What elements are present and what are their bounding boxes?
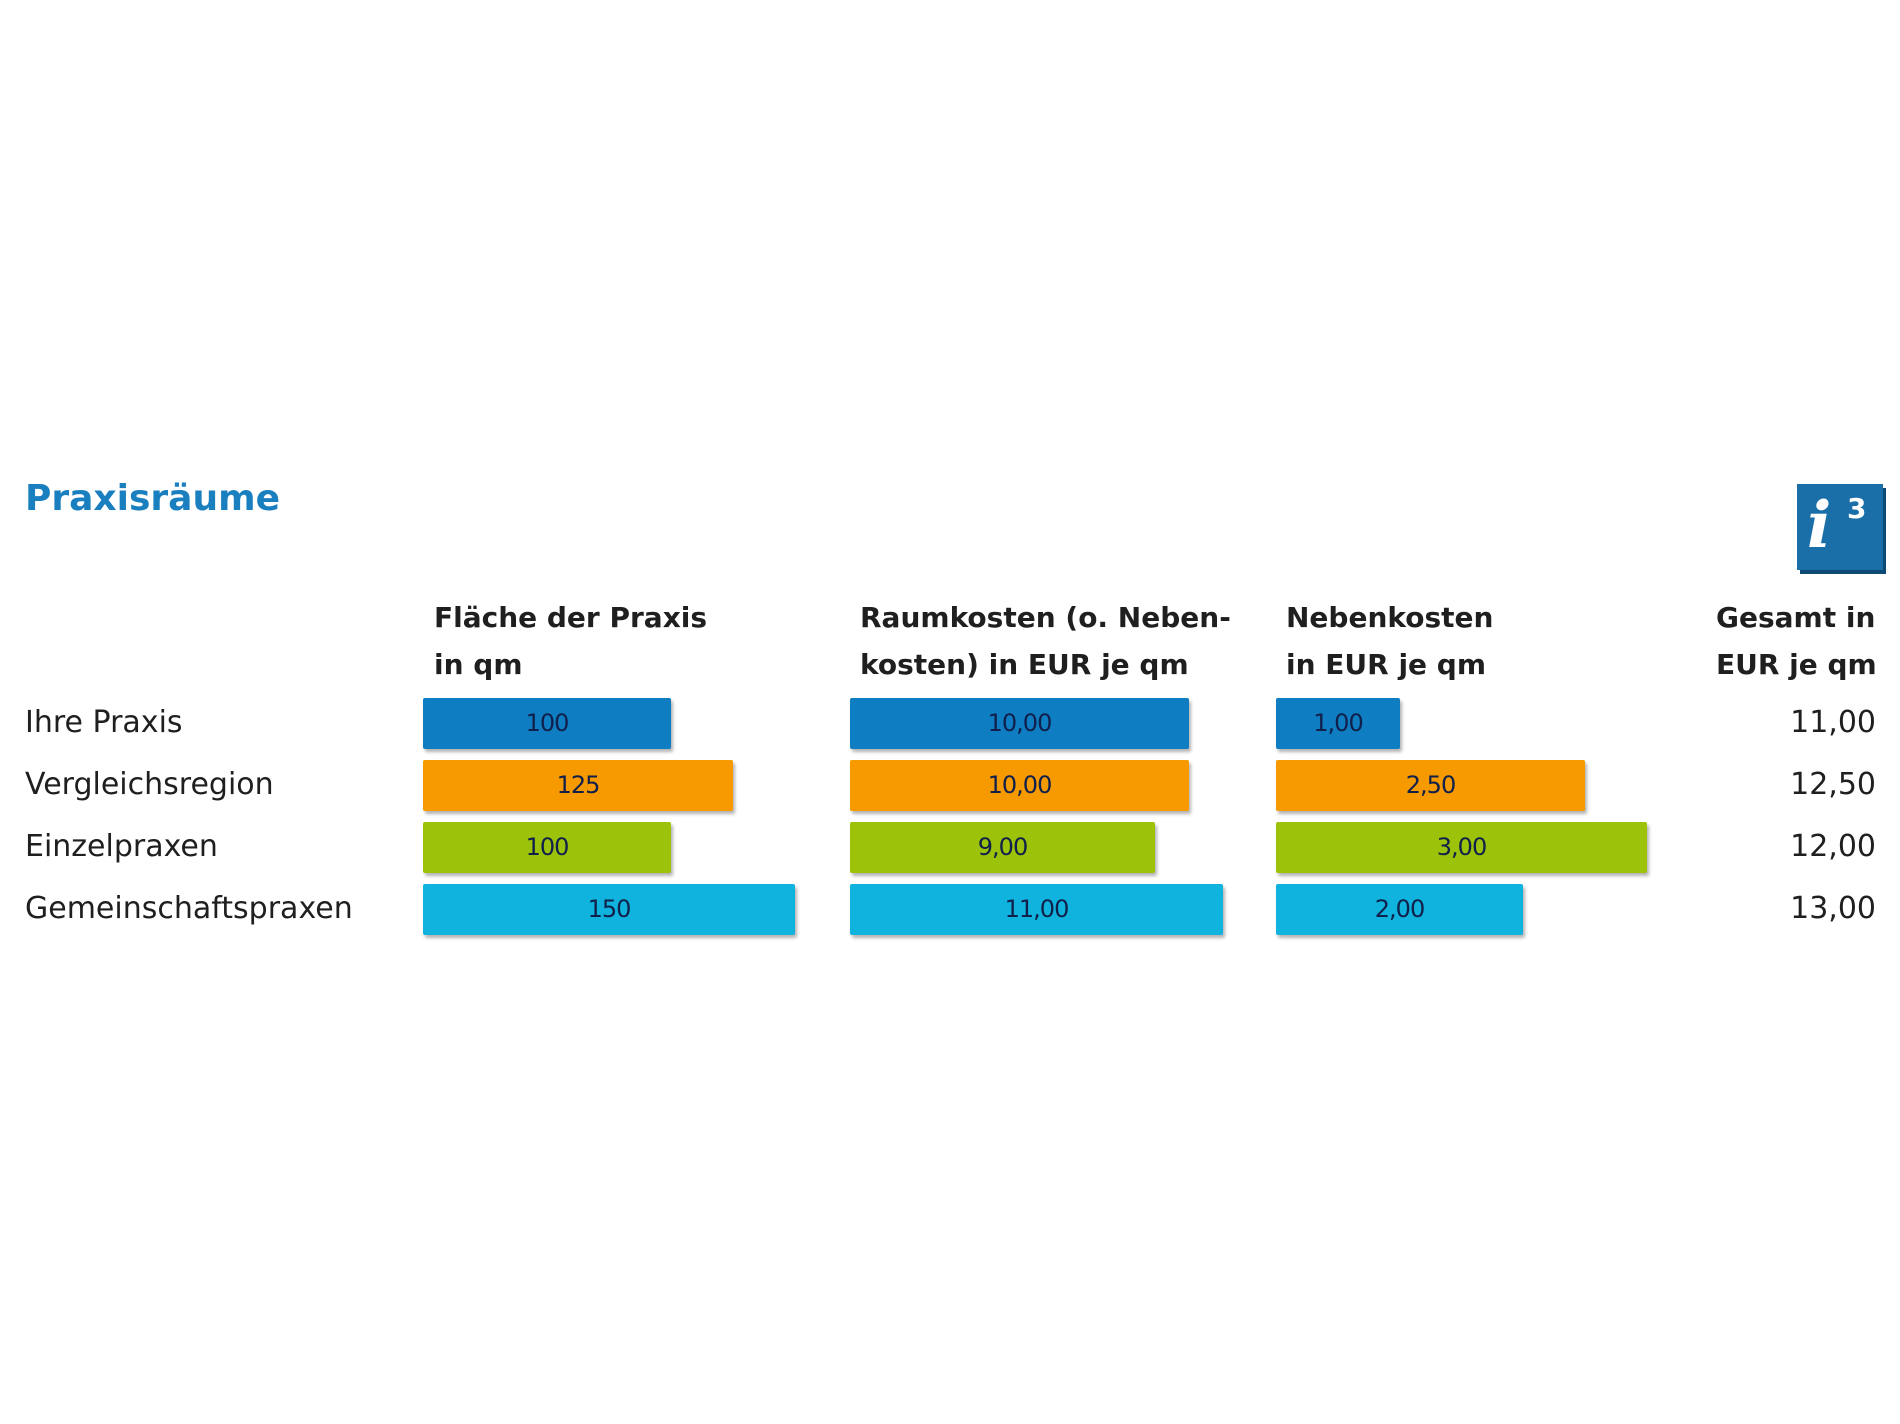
- row-label: Gemeinschaftspraxen: [25, 891, 353, 926]
- total-value: 13,00: [1790, 891, 1876, 926]
- total-value: 11,00: [1790, 705, 1876, 740]
- chart-title: Praxisräume: [25, 478, 281, 519]
- bar-nebenkosten: 2,00: [1276, 884, 1523, 935]
- info-icon: i: [1807, 488, 1832, 563]
- column-header-line: Nebenkosten: [1286, 601, 1494, 634]
- bar-nebenkosten: 2,50: [1276, 760, 1585, 811]
- bar-nebenkosten: 1,00: [1276, 698, 1400, 749]
- column-header-raumkosten: Raumkosten (o. Neben- kosten) in EUR je …: [860, 594, 1231, 688]
- column-header-line: Raumkosten (o. Neben-: [860, 601, 1231, 634]
- bar-flaeche: 125: [423, 760, 733, 811]
- bar-raumkosten: 11,00: [850, 884, 1223, 935]
- row-label: Vergleichsregion: [25, 767, 274, 802]
- column-header-nebenkosten: Nebenkosten in EUR je qm: [1286, 594, 1493, 688]
- bar-raumkosten: 10,00: [850, 698, 1189, 749]
- row-label: Einzelpraxen: [25, 829, 218, 864]
- bar-nebenkosten: 3,00: [1276, 822, 1647, 873]
- column-header-line: EUR je qm: [1716, 648, 1877, 681]
- info-badge: i 3: [1797, 484, 1883, 570]
- column-header-line: in EUR je qm: [1286, 648, 1487, 681]
- row-label: Ihre Praxis: [25, 705, 183, 740]
- bar-flaeche: 100: [423, 822, 671, 873]
- bar-raumkosten: 9,00: [850, 822, 1155, 873]
- bar-flaeche: 150: [423, 884, 795, 935]
- total-value: 12,00: [1790, 829, 1876, 864]
- bar-flaeche: 100: [423, 698, 671, 749]
- info-badge-number: 3: [1847, 492, 1867, 525]
- column-header-line: Gesamt in: [1716, 601, 1876, 634]
- bar-raumkosten: 10,00: [850, 760, 1189, 811]
- column-header-line: Fläche der Praxis: [434, 601, 708, 634]
- column-header-gesamt: Gesamt in EUR je qm: [1716, 594, 1877, 688]
- column-header-line: in qm: [434, 648, 523, 681]
- column-header-flaeche: Fläche der Praxis in qm: [434, 594, 707, 688]
- column-header-line: kosten) in EUR je qm: [860, 648, 1189, 681]
- total-value: 12,50: [1790, 767, 1876, 802]
